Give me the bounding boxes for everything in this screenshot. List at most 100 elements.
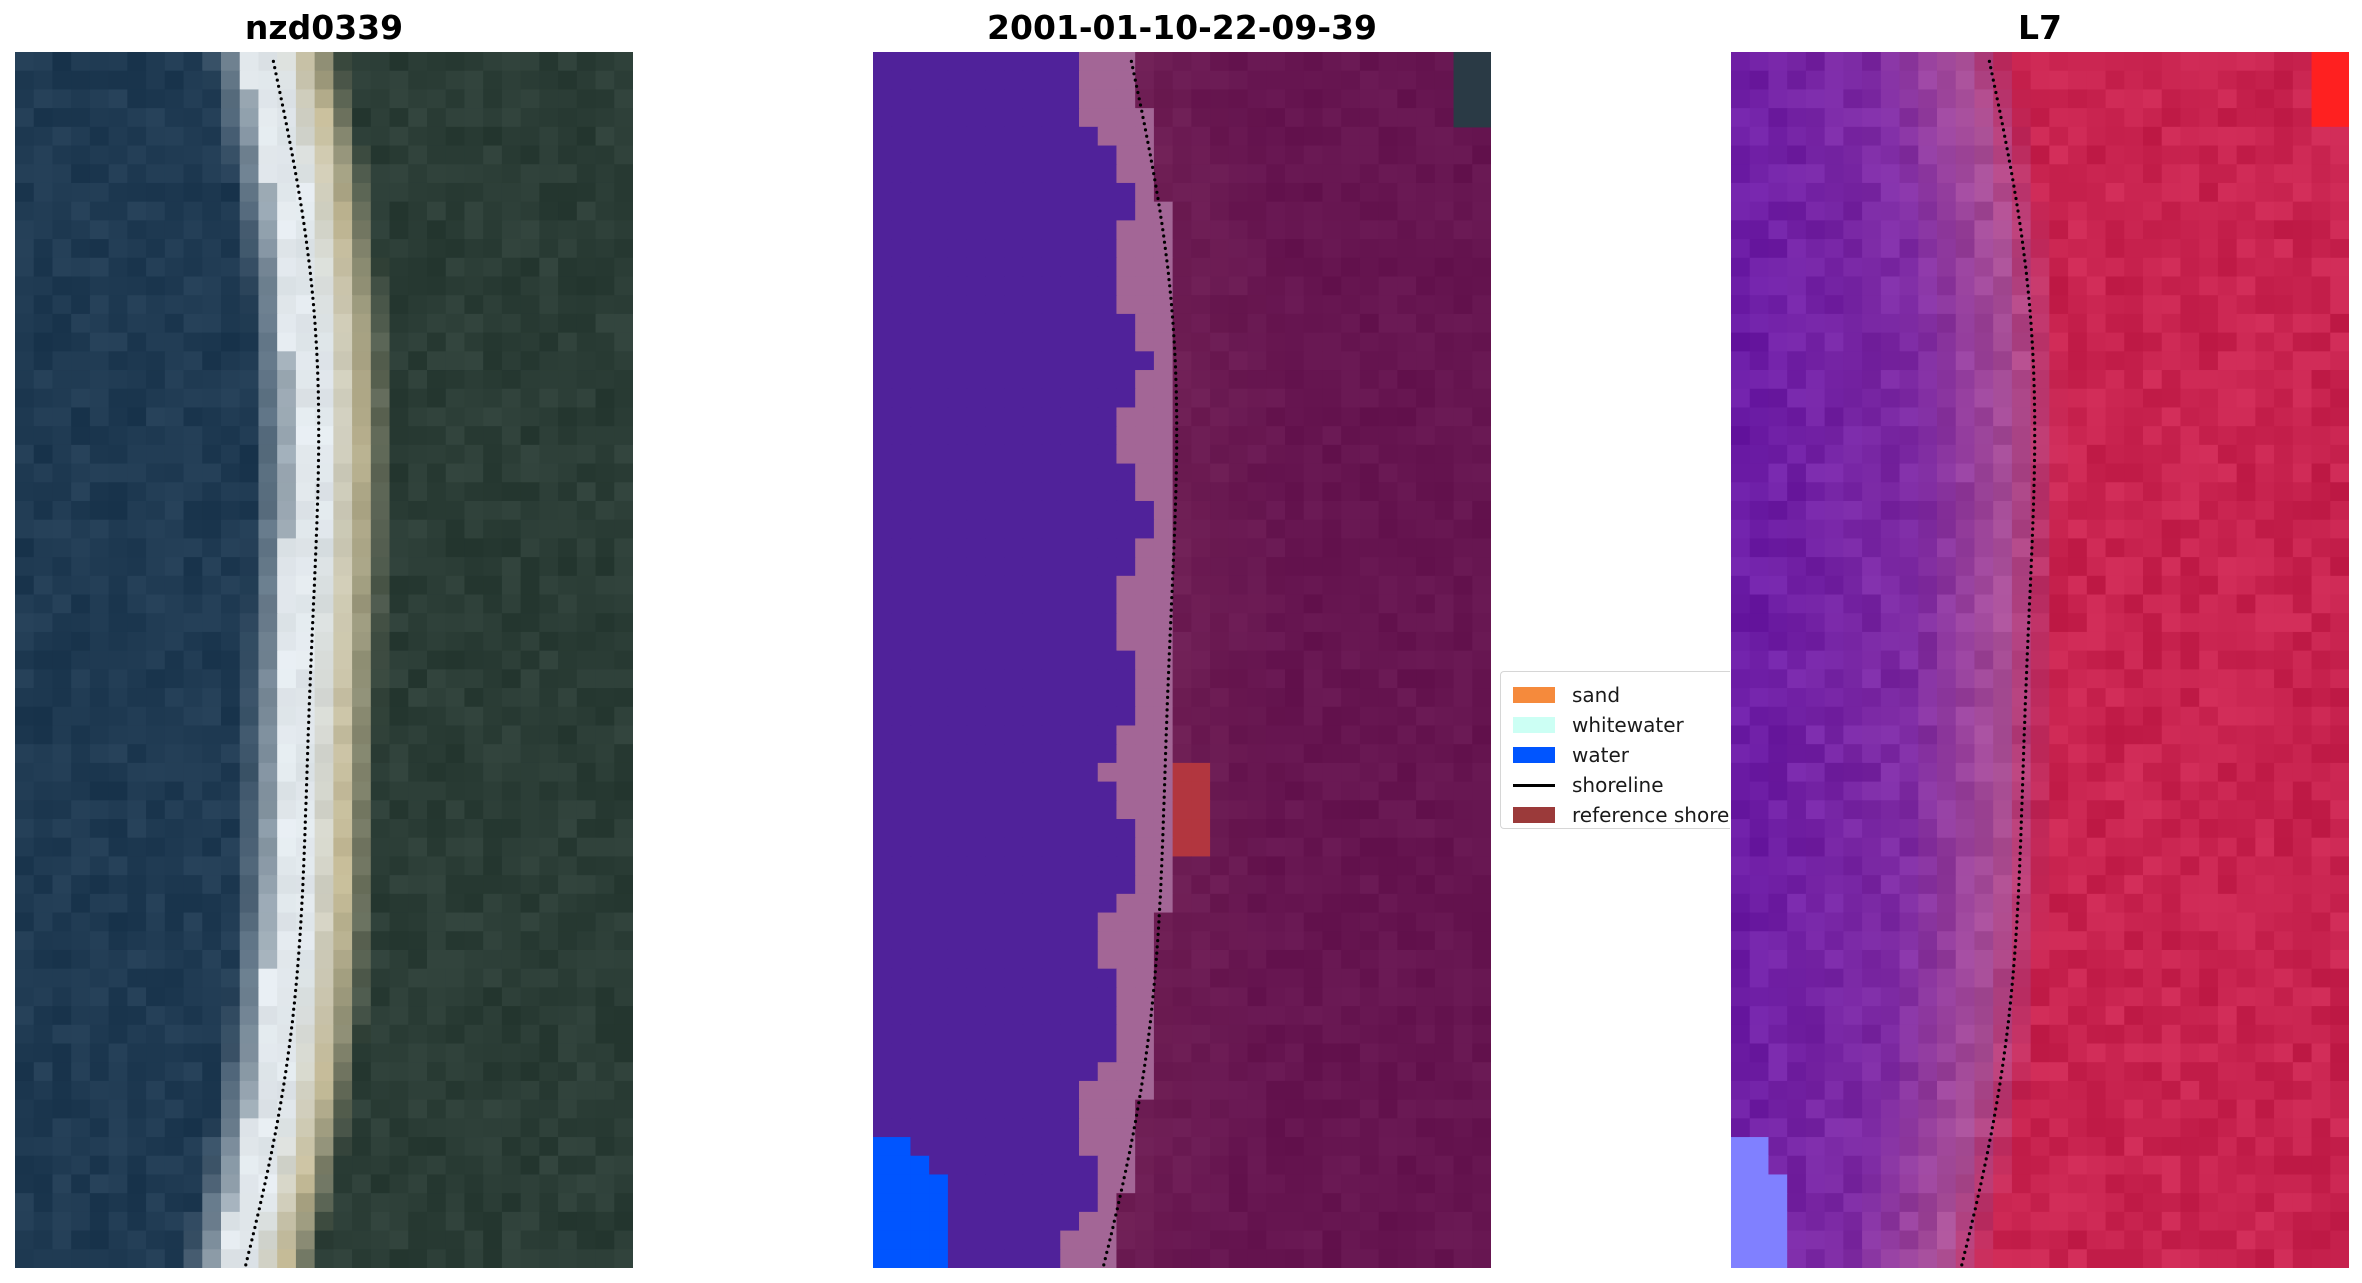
shoreline-point [316, 371, 320, 375]
class-pixel [1135, 725, 1155, 745]
class-pixel [1172, 968, 1192, 988]
class-pixel [1359, 725, 1380, 745]
image-pixel [483, 912, 503, 932]
image-pixel [558, 332, 578, 352]
image-pixel [127, 351, 147, 371]
image-pixel [501, 108, 522, 128]
class-pixel [1341, 875, 1361, 895]
image-pixel [614, 145, 633, 165]
index-pixel [2180, 182, 2200, 203]
index-pixel [1993, 108, 2013, 128]
image-pixel [202, 145, 222, 165]
image-pixel [295, 351, 316, 371]
class-pixel [1341, 89, 1361, 109]
class-pixel [929, 557, 949, 577]
image-pixel [127, 482, 147, 502]
class-pixel [1303, 669, 1324, 689]
image-pixel [239, 426, 260, 446]
image-pixel [52, 332, 72, 352]
class-pixel [1378, 519, 1398, 539]
image-pixel [33, 126, 54, 147]
class-pixel [891, 295, 912, 315]
shoreline-point [1174, 396, 1178, 400]
shoreline-point [1138, 103, 1143, 107]
class-pixel [1247, 220, 1267, 240]
class-pixel [1191, 370, 1211, 390]
index-pixel [2161, 89, 2182, 109]
image-pixel [108, 276, 128, 296]
image-pixel [277, 1024, 297, 1045]
class-pixel [985, 875, 1005, 895]
class-pixel [1135, 688, 1155, 708]
image-pixel [295, 370, 316, 390]
shoreline-point [1170, 315, 1175, 319]
class-pixel [1303, 912, 1324, 932]
image-pixel [539, 875, 559, 895]
image-pixel [258, 482, 278, 502]
class-pixel [1022, 126, 1043, 147]
index-panel [1731, 52, 2349, 1268]
image-pixel [52, 968, 72, 988]
index-pixel [2292, 164, 2313, 184]
image-pixel [333, 837, 353, 858]
shoreline-point [302, 851, 306, 855]
class-pixel [1097, 463, 1118, 483]
class-pixel [966, 1080, 986, 1101]
class-pixel [1004, 1043, 1024, 1063]
image-pixel [164, 1080, 185, 1101]
class-pixel [1060, 52, 1080, 72]
image-pixel [183, 164, 203, 184]
shoreline-point [1173, 365, 1178, 369]
index-pixel [1731, 220, 1751, 240]
class-pixel [891, 650, 912, 670]
image-pixel [389, 108, 409, 128]
class-pixel [1210, 1155, 1230, 1176]
class-pixel [1210, 631, 1230, 652]
class-pixel [1453, 407, 1473, 427]
image-pixel [445, 388, 466, 409]
class-pixel [891, 613, 912, 633]
image-pixel [576, 1174, 597, 1194]
class-pixel [1228, 407, 1249, 427]
class-pixel [1341, 1099, 1361, 1119]
class-pixel [873, 239, 893, 259]
class-pixel [1285, 351, 1305, 371]
image-pixel [33, 669, 54, 689]
class-pixel [929, 800, 949, 820]
class-pixel [910, 557, 930, 577]
class-pixel [1285, 52, 1305, 72]
image-pixel [501, 201, 522, 221]
image-pixel [539, 575, 559, 596]
class-pixel [1285, 295, 1305, 315]
class-pixel [1453, 1006, 1473, 1026]
image-pixel [164, 688, 185, 708]
image-pixel [89, 856, 110, 876]
image-pixel [464, 257, 484, 278]
class-pixel [1004, 706, 1024, 727]
class-pixel [1341, 800, 1361, 820]
image-pixel [108, 1006, 128, 1026]
image-pixel [221, 557, 241, 577]
index-pixel [1768, 201, 1788, 221]
class-pixel [929, 987, 949, 1007]
image-pixel [370, 370, 391, 390]
shoreline-point [1144, 1057, 1148, 1061]
image-pixel [258, 463, 278, 483]
index-pixel [1824, 201, 1844, 221]
shoreline-point [251, 1232, 255, 1236]
image-pixel [33, 1118, 54, 1138]
image-pixel [183, 557, 203, 577]
class-pixel [873, 1062, 893, 1082]
class-pixel [1322, 987, 1342, 1007]
image-pixel [389, 1137, 409, 1157]
image-pixel [314, 276, 334, 296]
class-pixel [1172, 519, 1192, 539]
image-pixel [314, 126, 334, 147]
image-pixel [539, 351, 559, 371]
class-pixel [1341, 1174, 1361, 1194]
class-pixel [1079, 594, 1099, 614]
shoreline-point [301, 876, 305, 880]
image-pixel [408, 875, 428, 895]
image-pixel [389, 837, 409, 858]
class-pixel [1135, 1230, 1155, 1250]
